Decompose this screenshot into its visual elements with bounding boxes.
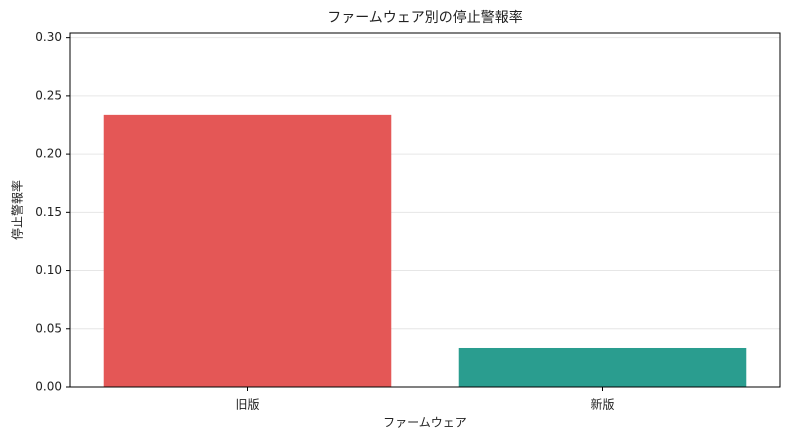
x-tick-label: 新版 [590,397,614,412]
x-axis-label: ファームウェア [383,416,467,430]
y-tick-label: 0.15 [35,205,62,219]
chart-title: ファームウェア別の停止警報率 [327,9,523,26]
bar [103,114,392,388]
y-tick-label: 0.05 [35,321,62,335]
y-tick-label: 0.25 [35,88,62,102]
x-tick-label: 旧版 [235,398,259,412]
plot-frame [69,32,781,388]
y-axis-label: 停止警報率 [10,180,25,240]
y-tick-label: 0.00 [35,380,62,394]
y-tick-label: 0.10 [35,263,62,277]
y-tick-label: 0.20 [35,147,62,161]
y-tick-label: 0.30 [35,30,62,44]
bar [458,347,747,387]
